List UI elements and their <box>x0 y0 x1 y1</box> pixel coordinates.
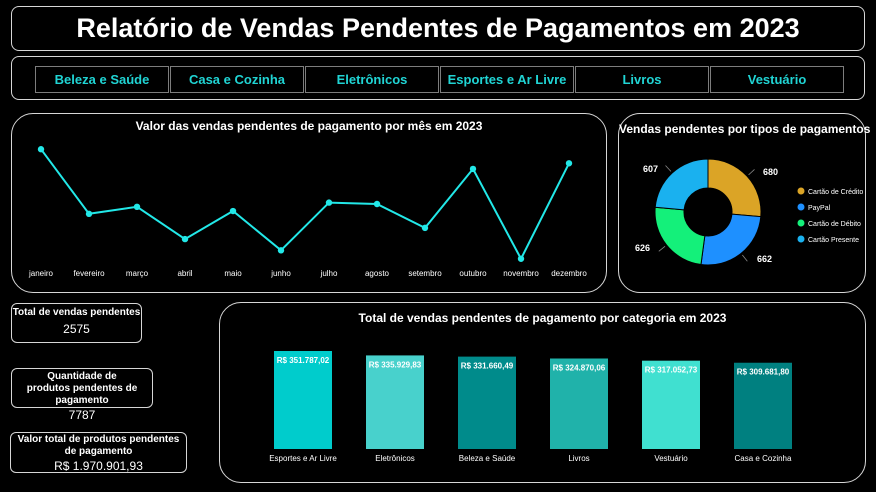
x-tick-label: janeiro <box>28 269 54 278</box>
x-tick-label: Casa e Cozinha <box>735 454 792 463</box>
kpi-total-pendentes: Total de vendas pendentes 2575 <box>11 303 142 343</box>
bar-data-label: R$ 309.681,80 <box>737 368 790 377</box>
line-point-maio[interactable] <box>229 207 237 215</box>
slicer-item-beleza-saude[interactable]: Beleza e Saúde <box>35 66 169 93</box>
x-tick-label: novembro <box>503 269 539 278</box>
x-tick-label: julho <box>320 269 338 278</box>
slicer-item-livros[interactable]: Livros <box>575 66 709 93</box>
page-title: Relatório de Vendas Pendentes de Pagamen… <box>76 13 800 43</box>
line-point-novembro[interactable] <box>517 255 525 262</box>
x-tick-label: maio <box>224 269 242 278</box>
donut-data-label: 626 <box>635 243 650 253</box>
legend-label: PayPal <box>808 205 831 212</box>
x-tick-label: Esportes e Ar Livre <box>269 454 337 463</box>
line-point-janeiro[interactable] <box>37 146 45 153</box>
donut-leader-line <box>748 169 755 176</box>
kpi-quantidade-produtos-value: 7787 <box>68 408 96 422</box>
bar-chart: R$ 351.787,02 Esportes e Ar Livre R$ 335.9… <box>269 351 792 463</box>
line-point-outubro[interactable] <box>469 165 477 173</box>
bar-data-label: R$ 317.052,73 <box>645 366 698 375</box>
x-tick-label: fevereiro <box>73 269 105 278</box>
slicer-item-casa-cozinha[interactable]: Casa e Cozinha <box>170 66 304 93</box>
slicer-item-vestuario[interactable]: Vestuário <box>710 66 844 93</box>
donut-chart: 680 662 626 607 Cartão de Crédito PayPal Cartã… <box>635 158 863 266</box>
donut-data-label: 680 <box>763 167 778 177</box>
bar-esportes-e-ar-livre[interactable] <box>274 351 332 449</box>
x-tick-label: Livros <box>568 454 589 463</box>
x-tick-label: abril <box>177 269 192 278</box>
legend-marker <box>797 219 805 227</box>
line-point-dezembro[interactable] <box>565 160 573 167</box>
bar-vestuario[interactable] <box>642 360 700 449</box>
x-tick-label: junho <box>270 269 291 278</box>
x-tick-label: agosto <box>365 269 390 278</box>
line-series <box>40 148 570 261</box>
kpi-valor-total-value: R$ 1.970.901,93 <box>54 459 143 473</box>
kpi-total-pendentes-value: 2575 <box>63 322 90 336</box>
kpi-quantidade-produtos: Quantidade de produtos pendentes de paga… <box>11 368 153 422</box>
bar-data-label: R$ 331.660,49 <box>461 362 514 371</box>
bar-data-label: R$ 324.870,06 <box>553 363 606 372</box>
legend-marker <box>797 235 805 243</box>
x-tick-label: setembro <box>408 269 442 278</box>
line-point-abril[interactable] <box>181 235 189 243</box>
x-tick-label: Beleza e Saúde <box>459 454 516 463</box>
donut-slice-paypal[interactable] <box>700 213 762 266</box>
line-point-agosto[interactable] <box>373 200 381 208</box>
kpi-total-pendentes-label: Total de vendas pendentes <box>12 307 141 318</box>
legend-marker <box>797 203 805 211</box>
category-slicer: Beleza e Saúde Casa e Cozinha Eletrônico… <box>11 56 865 100</box>
x-tick-label: dezembro <box>551 269 587 278</box>
legend-label: Cartão Presente <box>808 237 859 244</box>
line-point-julho[interactable] <box>325 199 333 206</box>
x-tick-label: outubro <box>459 269 487 278</box>
line-chart-panel: Valor das vendas pendentes de pagamento … <box>11 113 607 293</box>
x-tick-label: março <box>126 269 149 278</box>
line-point-marco[interactable] <box>133 203 141 211</box>
title-panel: Relatório de Vendas Pendentes de Pagamen… <box>11 6 865 51</box>
slicer-item-esportes-ar-livre[interactable]: Esportes e Ar Livre <box>440 66 574 93</box>
legend-label: Cartão de Débito <box>808 221 861 228</box>
bar-eletronicos[interactable] <box>366 355 424 449</box>
line-point-setembro[interactable] <box>421 224 429 232</box>
donut-leader-line <box>658 246 666 252</box>
donut-chart-title: Vendas pendentes por tipos de pagamentos <box>619 122 871 136</box>
slicer-item-eletronicos[interactable]: Eletrônicos <box>305 66 439 93</box>
bar-chart-panel: Total de vendas pendentes de pagamento p… <box>219 302 866 483</box>
donut-leader-line <box>665 165 672 172</box>
x-tick-label: Eletrônicos <box>375 454 415 463</box>
line-chart-title: Valor das vendas pendentes de pagamento … <box>135 119 483 133</box>
line-point-junho[interactable] <box>277 247 285 254</box>
line-point-fevereiro[interactable] <box>85 210 93 218</box>
donut-data-label: 607 <box>643 164 658 174</box>
legend-label: Cartão de Crédito <box>808 189 863 196</box>
bar-data-label: R$ 335.929,83 <box>369 360 422 369</box>
legend-marker <box>797 187 805 195</box>
donut-slice-cartao-de-credito[interactable] <box>707 158 762 218</box>
kpi-valor-total: Valor total de produtos pendentes de pag… <box>10 432 187 473</box>
bar-casa-e-cozinha[interactable] <box>734 362 792 449</box>
donut-chart-panel: Vendas pendentes por tipos de pagamentos… <box>618 113 871 293</box>
kpi-quantidade-produtos-label: Quantidade de produtos pendentes de paga… <box>26 371 138 406</box>
x-tick-label: Vestuário <box>654 454 688 463</box>
line-chart: janeiro fevereiro março abril maio junho julho… <box>28 146 587 278</box>
kpi-valor-total-label: Valor total de produtos pendentes de pag… <box>17 434 180 457</box>
bar-livros[interactable] <box>550 358 608 449</box>
donut-slice-cartao-presente[interactable] <box>654 158 709 211</box>
donut-slice-cartao-de-debito[interactable] <box>654 206 706 266</box>
donut-data-label: 662 <box>757 254 772 264</box>
bar-beleza-e-saude[interactable] <box>458 356 516 449</box>
bar-data-label: R$ 351.787,02 <box>277 356 330 365</box>
donut-leader-line <box>742 254 748 262</box>
bar-chart-title: Total de vendas pendentes de pagamento p… <box>358 311 727 325</box>
